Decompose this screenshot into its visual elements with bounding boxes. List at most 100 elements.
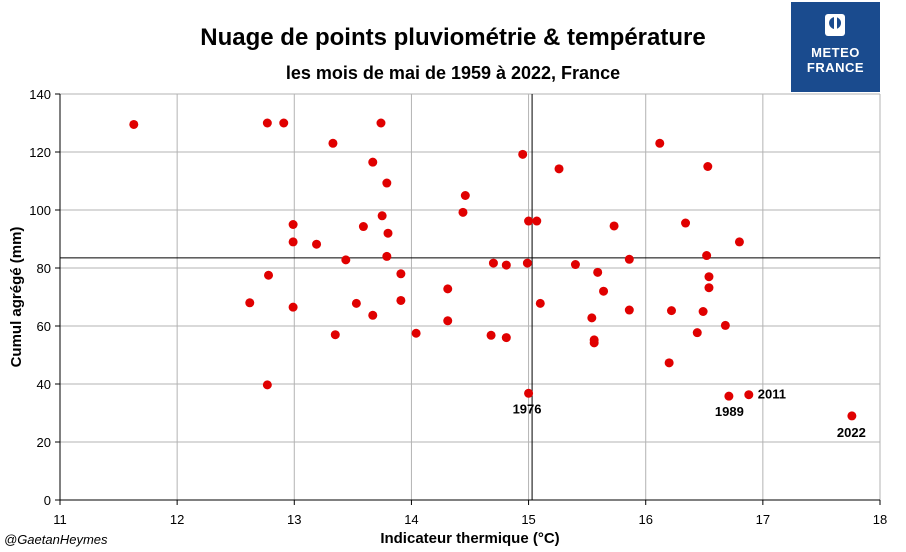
data-point [704, 283, 714, 293]
data-point [720, 320, 730, 330]
x-tick-label: 11 [53, 512, 67, 527]
y-tick-label: 60 [37, 319, 51, 334]
data-point [624, 254, 634, 264]
data-point [486, 330, 496, 340]
data-point [458, 207, 468, 217]
y-tick-labels: 0 20 40 60 80 100 120 140 [29, 87, 51, 508]
data-point [624, 305, 634, 315]
y-tick-label: 0 [44, 493, 51, 508]
data-point [703, 162, 713, 171]
axes [55, 93, 881, 505]
data-point [245, 298, 255, 308]
data-point [368, 310, 378, 320]
data-point [692, 328, 702, 338]
data-point [664, 358, 674, 368]
data-point [383, 228, 393, 238]
point-annotation: 2011 [758, 387, 786, 402]
data-point [702, 251, 712, 261]
grid-lines [59, 93, 881, 501]
x-tick-label: 13 [287, 512, 301, 527]
data-point [593, 267, 603, 277]
data-point [396, 269, 406, 279]
point-annotation: 1989 [715, 404, 744, 419]
data-point [518, 149, 528, 159]
y-tick-label: 40 [37, 377, 51, 392]
data-point [501, 260, 511, 270]
data-point [724, 391, 734, 401]
data-point [501, 333, 511, 343]
data-point [734, 237, 744, 247]
y-tick-label: 100 [29, 203, 51, 218]
data-point [330, 330, 340, 340]
x-tick-label: 15 [521, 512, 535, 527]
y-tick-label: 20 [37, 435, 51, 450]
data-point [264, 270, 274, 280]
data-point [351, 298, 361, 308]
y-tick-label: 80 [37, 261, 51, 276]
x-axis-label: Indicateur thermique (°C) [380, 530, 559, 547]
data-point [382, 178, 392, 188]
logo-emblem-icon [825, 14, 845, 36]
y-tick-label: 120 [29, 145, 51, 160]
data-point [411, 328, 421, 338]
y-axis-label: Cumul agrégé (mm) [8, 227, 25, 368]
data-point [341, 255, 351, 265]
data-point [524, 388, 534, 398]
data-point [666, 306, 676, 316]
x-tick-label: 14 [404, 512, 418, 527]
data-point [524, 216, 534, 226]
data-point [698, 307, 708, 316]
logo-text-line1: METEO [811, 45, 860, 60]
data-point [532, 216, 542, 226]
data-point [288, 237, 298, 247]
data-point [262, 118, 272, 128]
data-point [312, 239, 322, 249]
data-point [262, 380, 272, 390]
data-point [443, 284, 453, 294]
data-point [460, 191, 470, 200]
data-point [279, 118, 289, 128]
x-tick-labels: 11 12 13 14 15 16 17 18 [53, 512, 887, 527]
data-point [609, 221, 619, 231]
data-point [288, 220, 298, 229]
x-tick-label: 16 [638, 512, 652, 527]
data-point [554, 164, 564, 174]
data-point [358, 222, 368, 232]
data-point [443, 316, 453, 326]
data-point [376, 118, 386, 128]
data-point [328, 138, 338, 148]
data-point [382, 251, 392, 261]
data-point [288, 302, 298, 312]
x-tick-label: 17 [756, 512, 770, 527]
data-point [488, 258, 498, 268]
data-point [847, 411, 857, 421]
point-annotation: 2022 [837, 425, 866, 440]
data-point [587, 313, 597, 323]
chart-title: Nuage de points pluviométrie & températu… [200, 24, 706, 51]
credit-text: @GaetanHeymes [4, 532, 108, 547]
x-tick-label: 18 [873, 512, 887, 527]
chart-subtitle: les mois de mai de 1959 à 2022, France [285, 63, 621, 83]
data-point [129, 119, 139, 129]
data-point [535, 298, 545, 308]
reference-lines [60, 94, 880, 500]
point-annotation: 1976 [513, 401, 542, 416]
data-point [655, 138, 665, 148]
data-point [396, 295, 406, 305]
data-point [589, 338, 599, 348]
point-annotations: 1976 1989 2011 2022 [513, 387, 866, 440]
data-point [744, 390, 754, 400]
data-point [681, 218, 691, 228]
y-tick-label: 140 [29, 87, 51, 102]
x-tick-label: 12 [170, 512, 184, 527]
meteo-france-logo: METEO FRANCE [791, 2, 880, 92]
data-point [368, 157, 378, 167]
data-points [129, 118, 857, 421]
data-point [599, 286, 609, 296]
data-point [522, 258, 532, 268]
data-point [377, 211, 387, 221]
logo-text-line2: FRANCE [806, 60, 865, 75]
data-point [704, 272, 714, 282]
data-point [570, 260, 580, 270]
